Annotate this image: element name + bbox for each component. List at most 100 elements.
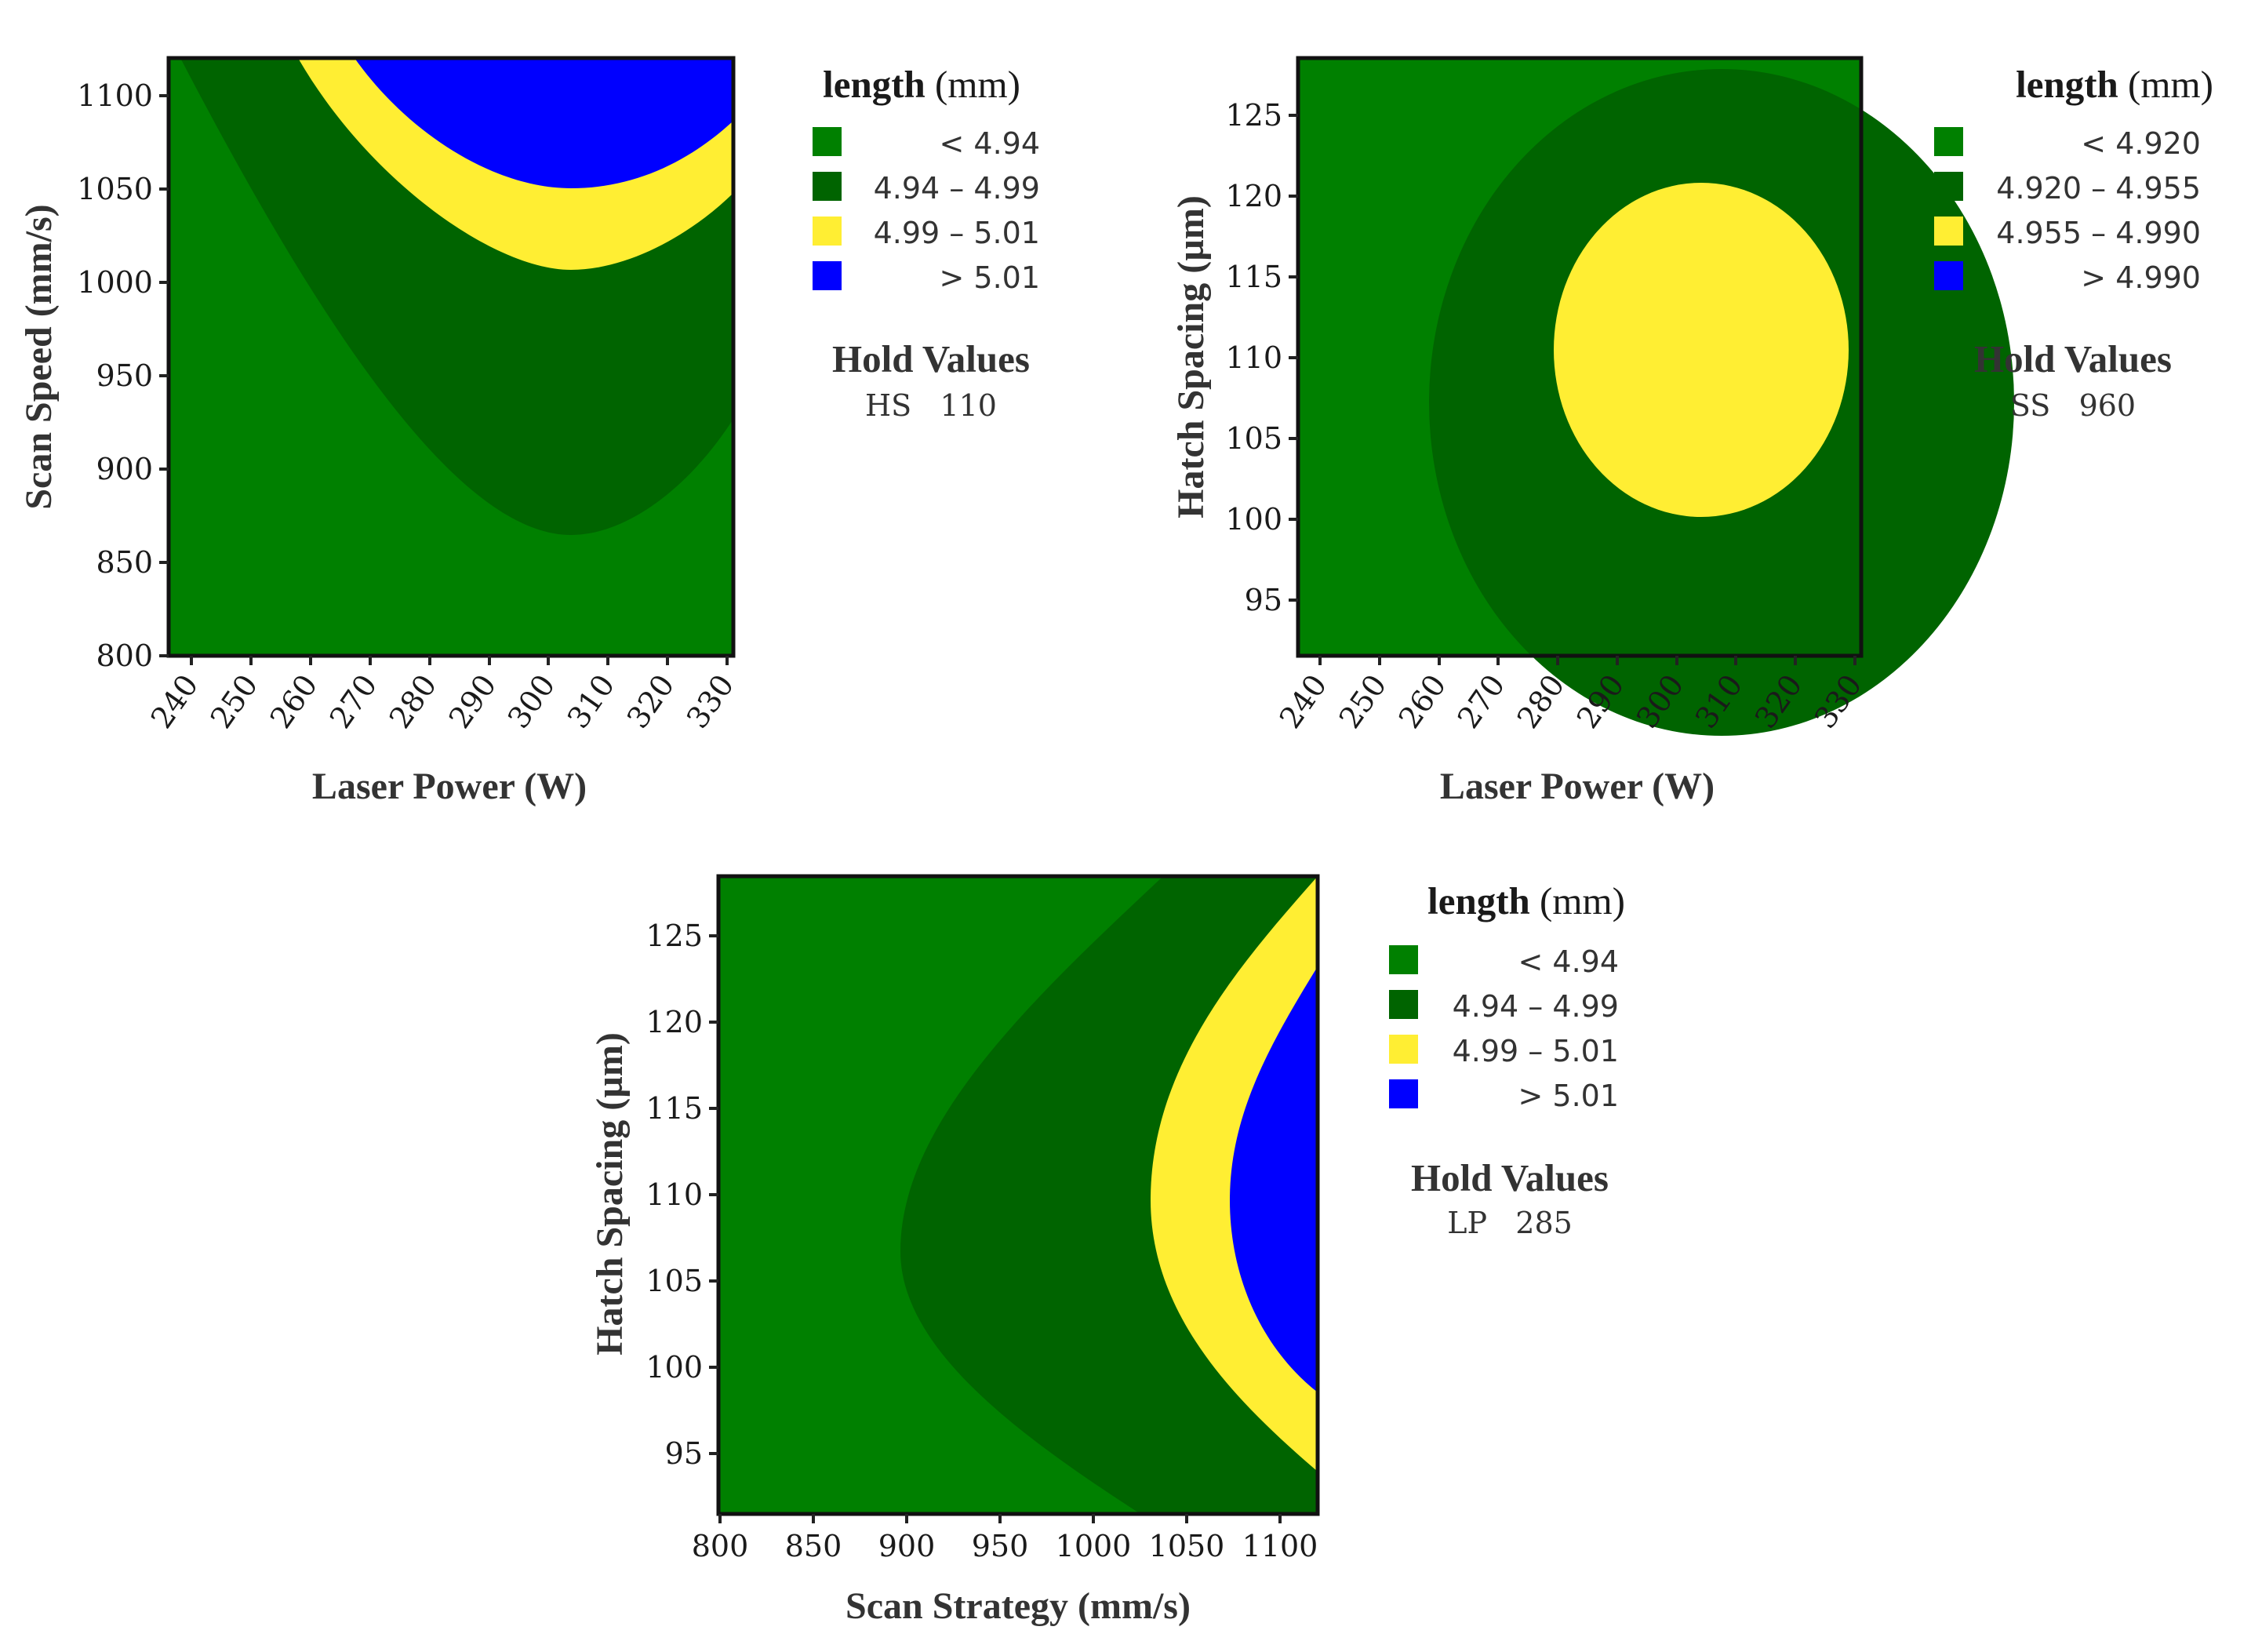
legend-item-label: > 5.01 (939, 260, 1040, 295)
hold-values-title: Hold Values (1411, 1156, 1609, 1199)
x-tick-label: 260 (264, 668, 325, 735)
legend-swatch (1389, 1079, 1418, 1108)
legend-swatch (813, 261, 842, 290)
hold-values-title: Hold Values (832, 337, 1030, 380)
contour-plot-scan-strategy-vs-hatch-spacing: 95 100 105 110 115 120 125 Hatch Spacing… (589, 874, 1625, 1627)
y-tick-label: 95 (1245, 583, 1282, 617)
y-tick-label: 120 (645, 1005, 703, 1039)
legend-item-label: < 4.94 (939, 126, 1040, 161)
legend-item-label: > 4.990 (2081, 260, 2201, 295)
x-tick-label: 1050 (1149, 1529, 1225, 1563)
x-tick-label: 850 (785, 1529, 842, 1563)
x-tick-label: 1100 (1242, 1529, 1318, 1563)
y-tick-label: 115 (1225, 260, 1282, 294)
y-tick-label: 100 (645, 1350, 703, 1385)
contour-plot-laser-power-vs-hatch-spacing: 95 100 105 110 115 120 125 Hatch Spacing… (1170, 56, 2213, 807)
y-tick-label: 1100 (77, 78, 153, 113)
x-tick-label: 900 (878, 1529, 936, 1563)
x-tick-label: 300 (501, 668, 562, 735)
contour-regions (900, 876, 1318, 1514)
legend-swatch (1389, 1035, 1418, 1064)
legend-item-label: 4.955 – 4.990 (1996, 216, 2201, 250)
y-tick-label: 105 (1225, 421, 1282, 456)
x-tick-label: 250 (1333, 668, 1394, 735)
y-tick-label: 125 (645, 919, 703, 953)
legend-item-label: 4.94 – 4.99 (874, 171, 1040, 206)
y-tick-label: 125 (1225, 98, 1282, 133)
x-tick-label: 800 (692, 1529, 749, 1563)
region-gt-5.01 (1230, 966, 1318, 1392)
x-axis-title: Laser Power (W) (1440, 766, 1715, 807)
y-tick-label: 900 (96, 452, 153, 486)
y-tick-label: 850 (96, 545, 153, 580)
x-tick-label: 290 (442, 668, 504, 735)
legend-swatch (1934, 261, 1963, 290)
x-axis-title: Scan Strategy (mm/s) (845, 1585, 1191, 1627)
hold-values-entry: LP 285 (1447, 1206, 1573, 1240)
x-tick-label: 310 (561, 668, 622, 735)
x-tick-label: 280 (383, 668, 444, 735)
legend-item-label: 4.99 – 5.01 (874, 216, 1040, 250)
legend-swatch (813, 172, 842, 201)
y-tick-label: 110 (645, 1177, 703, 1212)
contour-plot-laser-power-vs-scan-speed: 800 850 900 950 1000 1050 1100 Scan Spee… (18, 56, 1040, 807)
x-tick-label: 250 (204, 668, 265, 735)
y-tick-label: 1000 (77, 265, 153, 300)
legend-title: length (mm) (2016, 63, 2213, 106)
y-tick-label: 115 (645, 1091, 703, 1126)
x-tick-label: 320 (620, 668, 682, 735)
region-gt-5.01 (355, 58, 733, 188)
region-4.955-4.990 (1554, 183, 1849, 517)
y-tick-label: 110 (1225, 340, 1282, 375)
y-tick-label: 95 (665, 1436, 703, 1471)
x-tick-label: 260 (1392, 668, 1453, 735)
legend-swatch (813, 217, 842, 246)
x-axis: 240 250 260 270 280 290 300 310 320 330 … (144, 656, 741, 807)
legend: length (mm) < 4.94 4.94 – 4.99 4.99 – 5.… (1389, 879, 1625, 1240)
y-tick-label: 950 (96, 358, 153, 393)
legend-title: length (mm) (1427, 879, 1625, 922)
y-tick-label: 1050 (77, 172, 153, 206)
legend-item-label: < 4.920 (2081, 126, 2201, 161)
legend: length (mm) < 4.920 4.920 – 4.955 4.955 … (1934, 63, 2213, 423)
y-axis: 95 100 105 110 115 120 125 Hatch Spacing… (589, 919, 718, 1471)
legend: length (mm) < 4.94 4.94 – 4.99 4.99 – 5.… (813, 63, 1040, 423)
legend-title: length (mm) (823, 63, 1020, 106)
contour-regions (1429, 69, 2014, 736)
legend-swatch (1934, 217, 1963, 246)
x-axis-title: Laser Power (W) (312, 766, 587, 807)
y-axis: 95 100 105 110 115 120 125 Hatch Spacing… (1170, 98, 1298, 617)
legend-item-label: 4.920 – 4.955 (1996, 171, 2201, 206)
x-axis: 800 850 900 950 1000 1050 1100 Scan Stra… (692, 1514, 1318, 1627)
y-axis-title: Hatch Spacing (µm) (589, 1032, 631, 1355)
x-tick-label: 240 (144, 668, 205, 735)
y-axis-title: Hatch Spacing (µm) (1170, 195, 1212, 519)
y-axis-title: Scan Speed (mm/s) (18, 204, 60, 509)
x-tick-label: 270 (323, 668, 384, 735)
y-tick-label: 105 (645, 1264, 703, 1298)
x-tick-label: 950 (972, 1529, 1029, 1563)
y-tick-label: 120 (1225, 179, 1282, 213)
x-tick-label: 1000 (1056, 1529, 1132, 1563)
plot-frame (166, 56, 736, 658)
y-axis: 800 850 900 950 1000 1050 1100 Scan Spee… (18, 78, 169, 673)
x-tick-label: 240 (1273, 668, 1334, 735)
y-tick-label: 100 (1225, 502, 1282, 537)
x-tick-label: 270 (1451, 668, 1512, 735)
contour-regions (169, 58, 733, 535)
x-tick-label: 330 (680, 668, 741, 735)
legend-swatch (1934, 127, 1963, 156)
hold-values-entry: SS 960 (2010, 388, 2136, 423)
legend-swatch (1389, 990, 1418, 1019)
legend-swatch (813, 127, 842, 156)
legend-item-label: > 5.01 (1518, 1079, 1619, 1113)
legend-swatch (1934, 172, 1963, 201)
y-tick-label: 800 (96, 639, 153, 673)
legend-item-label: 4.99 – 5.01 (1453, 1034, 1619, 1068)
hold-values-title: Hold Values (1974, 337, 2172, 380)
legend-swatch (1389, 945, 1418, 974)
legend-item-label: 4.94 – 4.99 (1453, 989, 1619, 1024)
legend-item-label: < 4.94 (1518, 944, 1619, 979)
hold-values-entry: HS 110 (865, 388, 997, 423)
